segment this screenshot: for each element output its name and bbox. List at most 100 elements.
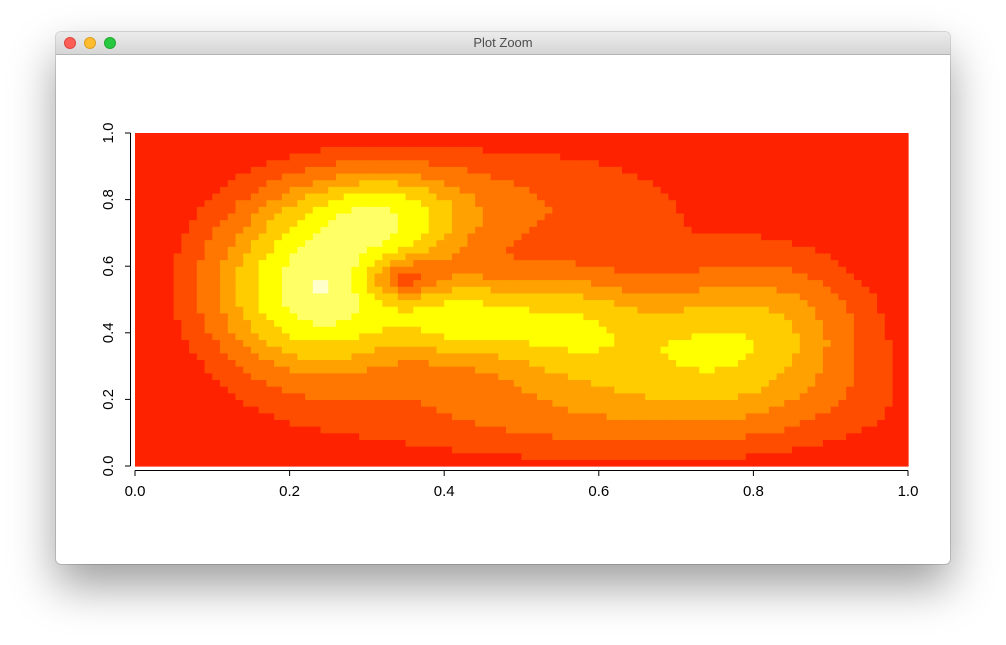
heatmap-cell xyxy=(375,286,383,293)
heatmap-cell xyxy=(158,399,166,406)
heatmap-cell xyxy=(235,240,243,247)
heatmap-cell xyxy=(243,240,251,247)
heatmap-cell xyxy=(777,253,785,260)
heatmap-cell xyxy=(537,300,545,307)
heatmap-cell xyxy=(491,166,499,173)
heatmap-cell xyxy=(560,333,568,340)
heatmap-cell xyxy=(266,446,274,453)
heatmap-cell xyxy=(475,399,483,406)
heatmap-cell xyxy=(382,260,390,267)
heatmap-cell xyxy=(738,339,746,346)
heatmap-cell xyxy=(150,459,158,466)
title-bar[interactable]: Plot Zoom xyxy=(56,32,950,55)
heatmap-cell xyxy=(444,453,452,460)
heatmap-cell xyxy=(777,379,785,386)
heatmap-cell xyxy=(761,220,769,227)
heatmap-cell xyxy=(699,186,707,193)
heatmap-cell xyxy=(251,326,259,333)
heatmap-cell xyxy=(390,373,398,380)
heatmap-cell xyxy=(614,326,622,333)
heatmap-cell xyxy=(375,240,383,247)
heatmap-cell xyxy=(398,240,406,247)
heatmap-cell xyxy=(506,186,514,193)
heatmap-cell xyxy=(784,206,792,213)
heatmap-cell xyxy=(514,186,522,193)
heatmap-cell xyxy=(205,173,213,180)
heatmap-cell xyxy=(614,180,622,187)
heatmap-cell xyxy=(692,446,700,453)
heatmap-cell xyxy=(460,326,468,333)
heatmap-cell xyxy=(800,339,808,346)
heatmap-cell xyxy=(800,353,808,360)
heatmap-cell xyxy=(212,293,220,300)
heatmap-cell xyxy=(150,306,158,313)
heatmap-cell xyxy=(529,319,537,326)
heatmap-cell xyxy=(676,186,684,193)
heatmap-cell xyxy=(846,206,854,213)
heatmap-cell xyxy=(235,453,243,460)
heatmap-cell xyxy=(143,253,151,260)
heatmap-cell xyxy=(251,193,259,200)
heatmap-cell xyxy=(614,433,622,440)
heatmap-cell xyxy=(653,186,661,193)
heatmap-cell xyxy=(274,433,282,440)
heatmap-cell xyxy=(243,186,251,193)
heatmap-cell xyxy=(429,393,437,400)
heatmap-cell xyxy=(382,140,390,147)
heatmap-cell xyxy=(290,300,298,307)
heatmap-cell xyxy=(344,399,352,406)
heatmap-cell xyxy=(406,459,414,466)
heatmap-cell xyxy=(282,373,290,380)
heatmap-cell xyxy=(359,193,367,200)
heatmap-cell xyxy=(274,359,282,366)
heatmap-cell xyxy=(838,186,846,193)
heatmap-cell xyxy=(630,220,638,227)
heatmap-cell xyxy=(429,446,437,453)
heatmap-cell xyxy=(877,439,885,446)
heatmap-cell xyxy=(885,266,893,273)
heatmap-cell xyxy=(398,313,406,320)
heatmap-cell xyxy=(313,186,321,193)
heatmap-cell xyxy=(715,206,723,213)
heatmap-cell xyxy=(251,346,259,353)
heatmap-cell xyxy=(815,246,823,253)
heatmap-cell xyxy=(135,346,143,353)
heatmap-cell xyxy=(436,206,444,213)
heatmap-cell xyxy=(661,273,669,280)
heatmap-cell xyxy=(622,366,630,373)
heatmap-cell xyxy=(243,393,251,400)
heatmap-cell xyxy=(351,173,359,180)
heatmap-cell xyxy=(838,419,846,426)
heatmap-cell xyxy=(313,193,321,200)
heatmap-cell xyxy=(599,339,607,346)
heatmap-cell xyxy=(444,186,452,193)
heatmap-cell xyxy=(568,266,576,273)
heatmap-cell xyxy=(692,300,700,307)
heatmap-cell xyxy=(297,213,305,220)
heatmap-cell xyxy=(607,353,615,360)
heatmap-cell xyxy=(877,286,885,293)
heatmap-cell xyxy=(321,459,329,466)
heatmap-cell xyxy=(483,333,491,340)
heatmap-cell xyxy=(429,166,437,173)
heatmap-cell xyxy=(815,453,823,460)
heatmap-cell xyxy=(375,453,383,460)
heatmap-cell xyxy=(174,280,182,287)
heatmap-cell xyxy=(205,273,213,280)
heatmap-cell xyxy=(792,286,800,293)
heatmap-cell xyxy=(506,459,514,466)
heatmap-cell xyxy=(336,446,344,453)
heatmap-cell xyxy=(297,319,305,326)
heatmap-cell xyxy=(498,386,506,393)
heatmap-cell xyxy=(135,166,143,173)
heatmap-cell xyxy=(738,240,746,247)
heatmap-cell xyxy=(344,373,352,380)
heatmap-cell xyxy=(645,300,653,307)
heatmap-cell xyxy=(568,133,576,140)
heatmap-cell xyxy=(838,213,846,220)
heatmap-cell xyxy=(637,133,645,140)
heatmap-cell xyxy=(491,366,499,373)
heatmap-cell xyxy=(722,226,730,233)
heatmap-cell xyxy=(429,306,437,313)
heatmap-cell xyxy=(692,373,700,380)
